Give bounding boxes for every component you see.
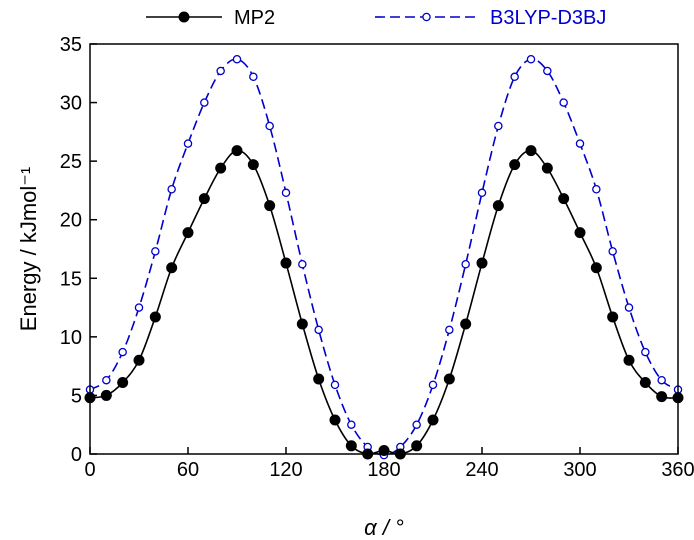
point-mp2-20	[411, 440, 423, 452]
y-tick-label-2: 10	[60, 327, 82, 349]
series-mp2	[84, 145, 684, 460]
y-tick-label-1: 5	[71, 385, 82, 407]
point-b3lyp-d3bj-32	[608, 247, 617, 256]
point-mp2-16	[345, 440, 357, 452]
point-mp2-7	[198, 193, 210, 205]
legend-label-b3lyp-d3bj: B3LYP-D3BJ	[490, 7, 606, 29]
point-mp2-13	[296, 318, 308, 330]
y-tick-label-4: 20	[60, 210, 82, 232]
point-mp2-27	[525, 145, 537, 157]
point-b3lyp-d3bj-27	[526, 54, 536, 64]
point-mp2-25	[492, 200, 504, 212]
legend-marker-mp2	[178, 11, 190, 23]
point-b3lyp-d3bj-28	[543, 66, 552, 76]
x-tick-label-5: 300	[563, 459, 596, 481]
point-b3lyp-d3bj-4	[151, 247, 160, 256]
point-b3lyp-d3bj-34	[641, 347, 650, 357]
x-tick-label-1: 60	[177, 459, 199, 481]
point-mp2-10	[247, 159, 259, 171]
y-tick-label-5: 25	[60, 151, 82, 173]
point-mp2-1	[100, 389, 112, 401]
point-mp2-22	[443, 373, 455, 385]
point-b3lyp-d3bj-35	[657, 375, 666, 385]
point-b3lyp-d3bj-12	[281, 188, 291, 198]
point-b3lyp-d3bj-15	[330, 380, 340, 390]
point-mp2-2	[117, 377, 129, 389]
point-mp2-12	[280, 257, 292, 269]
point-mp2-8	[215, 162, 227, 174]
point-mp2-3	[133, 354, 145, 366]
point-b3lyp-d3bj-30	[575, 139, 585, 148]
point-b3lyp-d3bj-22	[445, 325, 454, 335]
point-b3lyp-d3bj-7	[200, 98, 209, 107]
point-mp2-15	[329, 414, 341, 426]
point-b3lyp-d3bj-1	[102, 375, 111, 385]
x-tick-label-2: 120	[269, 459, 302, 481]
point-b3lyp-d3bj-11	[265, 121, 274, 131]
legend-marker-b3lyp-d3bj	[422, 12, 431, 22]
point-mp2-9	[231, 145, 243, 157]
point-b3lyp-d3bj-16	[347, 420, 356, 429]
point-mp2-30	[574, 227, 586, 239]
x-tick-label-4: 240	[465, 459, 498, 481]
point-b3lyp-d3bj-13	[298, 259, 307, 269]
point-b3lyp-d3bj-3	[134, 303, 144, 312]
point-mp2-31	[590, 262, 602, 274]
point-mp2-35	[656, 391, 668, 403]
y-tick-label-3: 15	[60, 268, 82, 290]
point-mp2-6	[182, 227, 194, 239]
point-mp2-34	[639, 377, 651, 389]
series-line-mp2	[89, 149, 679, 455]
y-tick-label-0: 0	[71, 444, 82, 466]
point-mp2-23	[460, 318, 472, 330]
y-axis-title: Energy / kJmol⁻¹	[16, 167, 41, 331]
point-mp2-29	[558, 193, 570, 205]
point-b3lyp-d3bj-6	[183, 139, 193, 148]
y-tick-label-6: 30	[60, 93, 82, 115]
point-b3lyp-d3bj-9	[232, 54, 242, 64]
legend-label-mp2: MP2	[234, 7, 275, 29]
x-tick-label-3: 180	[367, 459, 400, 481]
point-b3lyp-d3bj-5	[167, 185, 176, 194]
plot-frame	[89, 43, 679, 455]
x-tick-label-0: 0	[84, 459, 95, 481]
point-mp2-28	[541, 162, 553, 174]
point-b3lyp-d3bj-14	[314, 325, 323, 335]
plot-series	[84, 54, 684, 460]
y-axis: 0 5 10 15 20 25 30 35	[60, 34, 97, 466]
point-mp2-33	[623, 354, 635, 366]
point-mp2-26	[509, 159, 521, 171]
point-mp2-32	[607, 311, 619, 323]
x-tick-label-6: 360	[661, 459, 694, 481]
y-tick-label-7: 35	[60, 34, 82, 56]
point-b3lyp-d3bj-33	[624, 303, 634, 312]
point-mp2-24	[476, 257, 488, 269]
point-b3lyp-d3bj-29	[559, 98, 568, 107]
point-mp2-21	[427, 414, 439, 426]
point-mp2-14	[313, 373, 325, 385]
point-b3lyp-d3bj-23	[461, 259, 470, 269]
point-mp2-5	[166, 262, 178, 274]
x-axis: 0 60 120 180 240 300 360	[84, 447, 694, 481]
point-mp2-11	[264, 200, 276, 212]
point-b3lyp-d3bj-2	[118, 347, 127, 357]
point-b3lyp-d3bj-25	[494, 121, 503, 131]
point-b3lyp-d3bj-31	[592, 185, 601, 194]
series-line-b3lyp-d3bj	[89, 58, 679, 456]
point-b3lyp-d3bj-21	[428, 380, 438, 390]
legend: MP2 B3LYP-D3BJ	[146, 7, 606, 29]
point-b3lyp-d3bj-20	[412, 420, 421, 429]
point-b3lyp-d3bj-24	[477, 188, 487, 198]
point-b3lyp-d3bj-10	[249, 72, 258, 82]
x-axis-title: α / °	[364, 515, 404, 540]
point-b3lyp-d3bj-8	[216, 66, 225, 76]
point-mp2-4	[149, 311, 161, 323]
point-b3lyp-d3bj-26	[510, 72, 519, 82]
